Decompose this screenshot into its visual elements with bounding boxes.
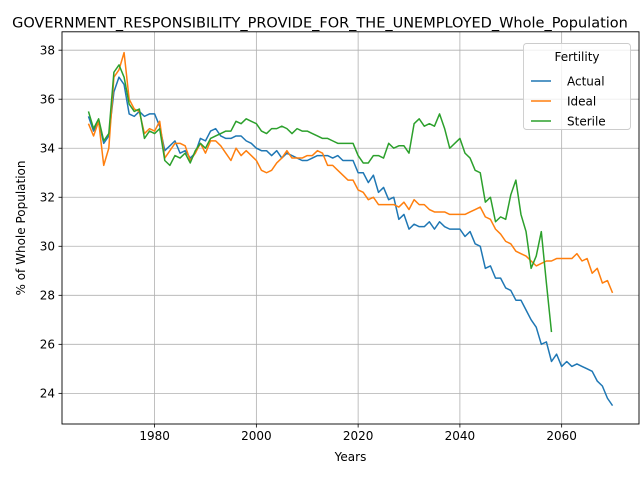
y-tick-label: 32 (40, 191, 55, 205)
x-axis-label: Years (334, 450, 367, 464)
y-tick-label: 24 (40, 387, 55, 401)
series-line-ideal (87, 51, 614, 294)
series-lines (87, 51, 614, 407)
legend-label-actual: Actual (567, 74, 605, 88)
y-axis-ticks: 24 26 28 30 32 34 36 38 (40, 43, 62, 401)
x-axis-ticks: 1980 2000 2020 2040 2060 (139, 424, 577, 443)
y-tick-label: 38 (40, 43, 55, 57)
legend: Fertility Actual Ideal Sterile (523, 43, 631, 130)
legend-box (523, 43, 631, 130)
y-tick-label: 30 (40, 240, 55, 254)
plot-area-frame (61, 31, 640, 425)
legend-label-ideal: Ideal (567, 94, 596, 108)
x-tick-label: 2040 (445, 429, 476, 443)
chart-title: GOVERNMENT_RESPONSIBILITY_PROVIDE_FOR_TH… (12, 16, 628, 32)
y-tick-label: 34 (40, 142, 55, 156)
y-tick-label: 26 (40, 338, 55, 352)
grid-lines (62, 31, 639, 424)
x-tick-label: 2020 (343, 429, 374, 443)
y-tick-label: 36 (40, 93, 55, 107)
series-line-sterile (87, 64, 553, 333)
y-tick-label: 28 (40, 289, 55, 303)
legend-label-sterile: Sterile (567, 114, 606, 128)
x-tick-label: 2000 (241, 429, 272, 443)
x-tick-label: 2060 (546, 429, 577, 443)
y-axis-label: % of Whole Population (14, 161, 28, 296)
x-tick-label: 1980 (139, 429, 170, 443)
legend-title: Fertility (554, 50, 599, 64)
